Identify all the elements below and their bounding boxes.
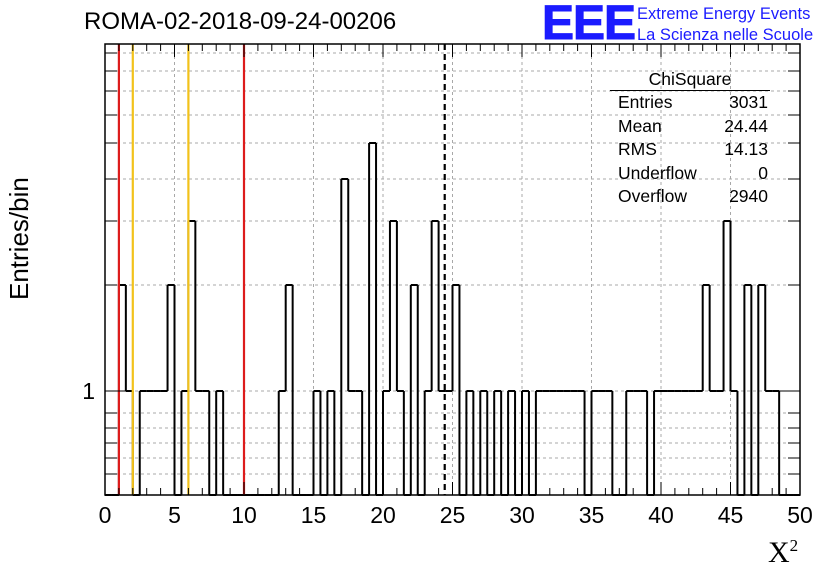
x-axis-label: X2 [768, 536, 798, 570]
eee-logo: EEE Extreme Energy Events La Scienza nel… [541, 0, 813, 50]
x-tick-label: 45 [718, 502, 744, 528]
stats-box: ChiSquare Entries 3031 Mean 24.44 RMS 14.13… [610, 68, 770, 209]
stats-row-rms: RMS 14.13 [610, 138, 770, 162]
stats-value: 14.13 [724, 139, 768, 159]
stats-value: 2940 [729, 186, 768, 206]
y-axis-label: Entries/bin [4, 177, 34, 300]
stats-row-underflow: Underflow 0 [610, 162, 770, 186]
x-tick-label: 15 [301, 502, 327, 528]
reference-lines [117, 44, 446, 495]
x-axis-label-symbol: X [768, 536, 790, 569]
x-tick-label: 5 [168, 502, 181, 528]
x-tick-label: 20 [370, 502, 396, 528]
logo-line-1: Extreme Energy Events [637, 5, 811, 23]
x-tick-label: 50 [787, 502, 813, 528]
stats-row-mean: Mean 24.44 [610, 115, 770, 139]
stats-label: RMS [618, 139, 657, 159]
stats-label: Mean [618, 115, 662, 136]
stats-value: 3031 [729, 92, 768, 112]
x-axis-label-exponent: 2 [789, 536, 799, 555]
logo-mark: EEE [541, 0, 636, 50]
stats-value: 0 [758, 162, 768, 183]
stats-label: Overflow [618, 186, 688, 206]
plot-title: ROMA-02-2018-09-24-00206 [84, 8, 397, 35]
y-tick-label: 1 [82, 378, 95, 404]
x-tick-label: 40 [648, 502, 674, 528]
x-tick-label: 30 [509, 502, 535, 528]
stats-name: ChiSquare [610, 68, 770, 91]
x-tick-label: 0 [99, 502, 112, 528]
x-tick-label: 35 [579, 502, 605, 528]
x-tick-label: 25 [440, 502, 466, 528]
stats-label: Entries [618, 92, 673, 112]
stats-row-overflow: Overflow 2940 [610, 185, 770, 209]
x-tick-label: 10 [231, 502, 257, 528]
axes: 0 5 10 15 20 25 30 35 40 45 50 1 [82, 43, 813, 528]
stats-row-entries: Entries 3031 [610, 91, 770, 115]
logo-line-2: La Scienza nelle Scuole [637, 26, 814, 44]
stats-value: 24.44 [724, 115, 768, 136]
stats-label: Underflow [618, 162, 697, 183]
